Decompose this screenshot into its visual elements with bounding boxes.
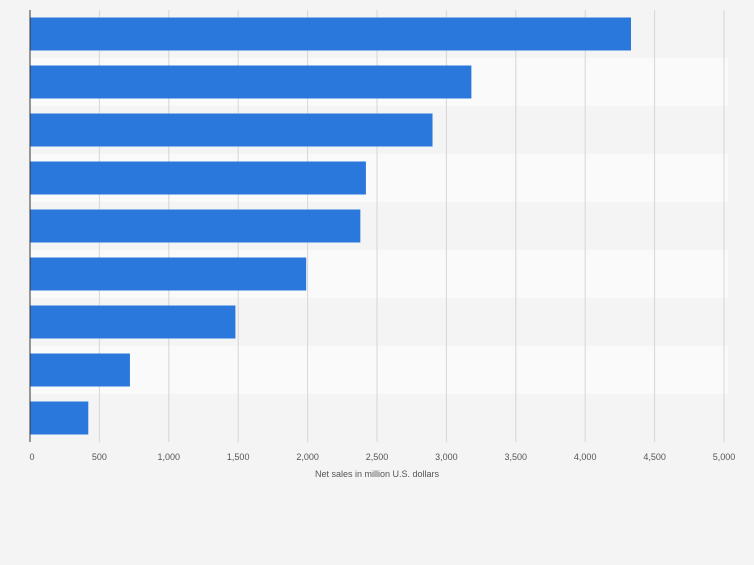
x-tick-label: 5,000 — [713, 452, 736, 462]
x-axis-ticks: 0 500 1,000 1,500 2,000 2,500 3,000 3,500 4,000 4… — [29, 452, 735, 462]
x-tick-label: 1,500 — [227, 452, 250, 462]
bar — [30, 17, 632, 51]
row-band — [30, 394, 728, 442]
bar — [30, 113, 433, 147]
x-tick-label: 4,500 — [643, 452, 666, 462]
x-tick-label: 4,000 — [574, 452, 597, 462]
x-tick-label: 2,500 — [366, 452, 389, 462]
bar — [30, 65, 472, 99]
bar — [30, 209, 361, 243]
x-tick-label: 3,000 — [435, 452, 458, 462]
bar — [30, 257, 307, 291]
x-tick-label: 3,500 — [505, 452, 528, 462]
bar — [30, 161, 366, 195]
x-tick-label: 0 — [29, 452, 34, 462]
x-tick-label: 2,000 — [296, 452, 319, 462]
bars — [30, 17, 632, 435]
x-tick-label: 500 — [92, 452, 107, 462]
bar — [30, 353, 130, 387]
bar — [30, 305, 236, 339]
x-axis-label: Net sales in million U.S. dollars — [315, 469, 440, 479]
x-tick-label: 1,000 — [158, 452, 181, 462]
bar — [30, 401, 89, 435]
row-band — [30, 346, 728, 394]
